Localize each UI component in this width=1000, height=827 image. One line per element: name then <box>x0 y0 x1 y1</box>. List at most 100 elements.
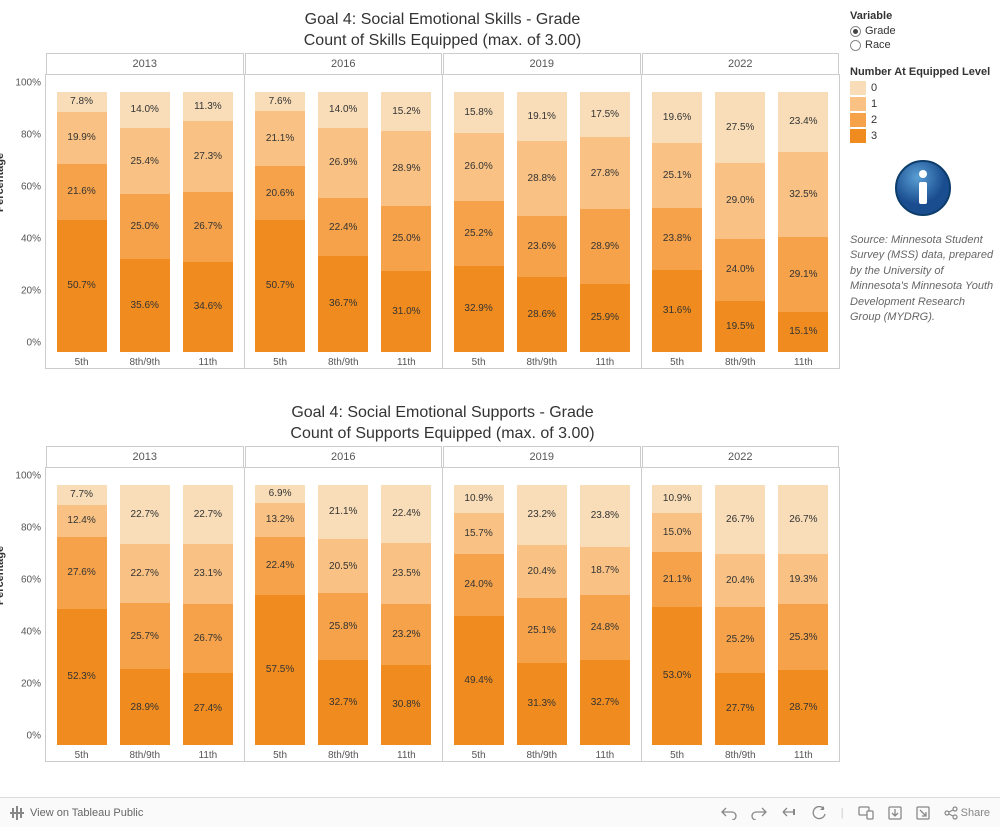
bar-segment[interactable]: 24.8% <box>580 595 630 659</box>
bar-segment[interactable]: 53.0% <box>652 607 702 745</box>
bar-col[interactable]: 19.5%24.0%29.0%27.5%8th/9th <box>715 92 765 368</box>
bar-segment[interactable]: 22.7% <box>183 485 233 544</box>
bar-segment[interactable]: 28.9% <box>381 131 431 206</box>
bar-segment[interactable]: 21.6% <box>57 164 107 220</box>
bar-col[interactable]: 57.5%22.4%13.2%6.9%5th <box>255 485 305 761</box>
bar-col[interactable]: 32.7%24.8%18.7%23.8%11th <box>580 485 630 761</box>
bar-segment[interactable]: 27.5% <box>715 92 765 164</box>
bar-col[interactable]: 50.7%21.6%19.9%7.8%5th <box>57 92 107 368</box>
redo-icon[interactable] <box>751 806 767 820</box>
bar-segment[interactable]: 26.7% <box>778 485 828 554</box>
bar-segment[interactable]: 15.7% <box>454 513 504 554</box>
bar-segment[interactable]: 28.8% <box>517 141 567 216</box>
bar-segment[interactable]: 25.2% <box>715 607 765 673</box>
bar-segment[interactable]: 25.3% <box>778 604 828 670</box>
bar-segment[interactable]: 32.7% <box>580 660 630 745</box>
bar-segment[interactable]: 30.8% <box>381 665 431 745</box>
bar-col[interactable]: 32.9%25.2%26.0%15.8%5th <box>454 92 504 368</box>
bar-segment[interactable]: 26.7% <box>715 485 765 554</box>
bar-col[interactable]: 28.9%25.7%22.7%22.7%8th/9th <box>120 485 170 761</box>
bar-segment[interactable]: 19.9% <box>57 112 107 164</box>
bar-segment[interactable]: 25.8% <box>318 593 368 660</box>
bar-segment[interactable]: 13.2% <box>255 503 305 537</box>
bar-segment[interactable]: 11.3% <box>183 92 233 121</box>
bar-col[interactable]: 49.4%24.0%15.7%10.9%5th <box>454 485 504 761</box>
bar-segment[interactable]: 15.1% <box>778 312 828 351</box>
radio-grade[interactable]: Grade <box>850 25 995 37</box>
bar-segment[interactable]: 29.0% <box>715 163 765 238</box>
bar-segment[interactable]: 28.9% <box>580 209 630 284</box>
download-icon[interactable] <box>888 806 902 820</box>
bar-segment[interactable]: 25.1% <box>652 143 702 208</box>
bar-col[interactable]: 27.7%25.2%20.4%26.7%8th/9th <box>715 485 765 761</box>
bar-col[interactable]: 50.7%20.6%21.1%7.6%5th <box>255 92 305 368</box>
bar-segment[interactable]: 31.3% <box>517 663 567 744</box>
legend-item[interactable]: 0 <box>850 81 995 95</box>
bar-segment[interactable]: 26.7% <box>183 192 233 261</box>
bar-segment[interactable]: 23.2% <box>381 604 431 664</box>
bar-segment[interactable]: 10.9% <box>454 485 504 513</box>
bar-col[interactable]: 52.3%27.6%12.4%7.7%5th <box>57 485 107 761</box>
bar-segment[interactable]: 49.4% <box>454 616 504 744</box>
bar-segment[interactable]: 25.9% <box>580 284 630 351</box>
bar-col[interactable]: 36.7%22.4%26.9%14.0%8th/9th <box>318 92 368 368</box>
bar-segment[interactable]: 17.5% <box>580 92 630 137</box>
bar-col[interactable]: 27.4%26.7%23.1%22.7%11th <box>183 485 233 761</box>
bar-col[interactable]: 32.7%25.8%20.5%21.1%8th/9th <box>318 485 368 761</box>
bar-segment[interactable]: 7.6% <box>255 92 305 112</box>
legend-item[interactable]: 2 <box>850 113 995 127</box>
bar-segment[interactable]: 32.9% <box>454 266 504 352</box>
bar-segment[interactable]: 22.4% <box>255 537 305 595</box>
bar-segment[interactable]: 25.4% <box>120 128 170 194</box>
bar-segment[interactable]: 26.0% <box>454 133 504 201</box>
bar-segment[interactable]: 14.0% <box>120 92 170 128</box>
bar-segment[interactable]: 57.5% <box>255 595 305 745</box>
bar-segment[interactable]: 21.1% <box>652 552 702 607</box>
bar-segment[interactable]: 28.6% <box>517 277 567 351</box>
bar-segment[interactable]: 23.6% <box>517 216 567 277</box>
bar-col[interactable]: 25.9%28.9%27.8%17.5%11th <box>580 92 630 368</box>
revert-icon[interactable] <box>781 806 797 820</box>
bar-segment[interactable]: 22.7% <box>120 485 170 544</box>
bar-col[interactable]: 15.1%29.1%32.5%23.4%11th <box>778 92 828 368</box>
bar-segment[interactable]: 7.7% <box>57 485 107 505</box>
bar-segment[interactable]: 29.1% <box>778 237 828 313</box>
bar-segment[interactable]: 25.1% <box>517 598 567 663</box>
bar-col[interactable]: 28.7%25.3%19.3%26.7%11th <box>778 485 828 761</box>
bar-segment[interactable]: 24.0% <box>715 239 765 301</box>
bar-segment[interactable]: 31.0% <box>381 271 431 352</box>
bar-segment[interactable]: 27.3% <box>183 121 233 192</box>
bar-segment[interactable]: 25.2% <box>454 201 504 267</box>
bar-segment[interactable]: 20.4% <box>715 554 765 607</box>
bar-segment[interactable]: 15.0% <box>652 513 702 552</box>
bar-segment[interactable]: 6.9% <box>255 485 305 503</box>
bar-segment[interactable]: 7.8% <box>57 92 107 112</box>
bar-segment[interactable]: 20.5% <box>318 539 368 592</box>
bar-col[interactable]: 53.0%21.1%15.0%10.9%5th <box>652 485 702 761</box>
bar-segment[interactable]: 27.4% <box>183 673 233 744</box>
bar-segment[interactable]: 27.6% <box>57 537 107 609</box>
bar-segment[interactable]: 28.9% <box>120 669 170 744</box>
bar-segment[interactable]: 23.5% <box>381 543 431 604</box>
bar-segment[interactable]: 23.1% <box>183 544 233 604</box>
fullscreen-icon[interactable] <box>916 806 930 820</box>
bar-col[interactable]: 31.3%25.1%20.4%23.2%8th/9th <box>517 485 567 761</box>
bar-segment[interactable]: 26.7% <box>183 604 233 673</box>
bar-segment[interactable]: 19.6% <box>652 92 702 143</box>
bar-segment[interactable]: 31.6% <box>652 270 702 352</box>
bar-segment[interactable]: 27.7% <box>715 673 765 745</box>
view-on-tableau-button[interactable]: View on Tableau Public <box>10 806 143 820</box>
info-icon[interactable] <box>893 158 953 218</box>
bar-segment[interactable]: 22.4% <box>318 198 368 256</box>
bar-segment[interactable]: 19.1% <box>517 92 567 142</box>
bar-segment[interactable]: 32.5% <box>778 152 828 236</box>
bar-segment[interactable]: 14.0% <box>318 92 368 128</box>
bar-segment[interactable]: 22.4% <box>381 485 431 543</box>
bar-segment[interactable]: 52.3% <box>57 609 107 745</box>
bar-segment[interactable]: 10.9% <box>652 485 702 513</box>
bar-segment[interactable]: 23.2% <box>517 485 567 545</box>
device-icon[interactable] <box>858 806 874 820</box>
bar-segment[interactable]: 21.1% <box>318 485 368 540</box>
bar-segment[interactable]: 26.9% <box>318 128 368 198</box>
bar-segment[interactable]: 24.0% <box>454 554 504 616</box>
